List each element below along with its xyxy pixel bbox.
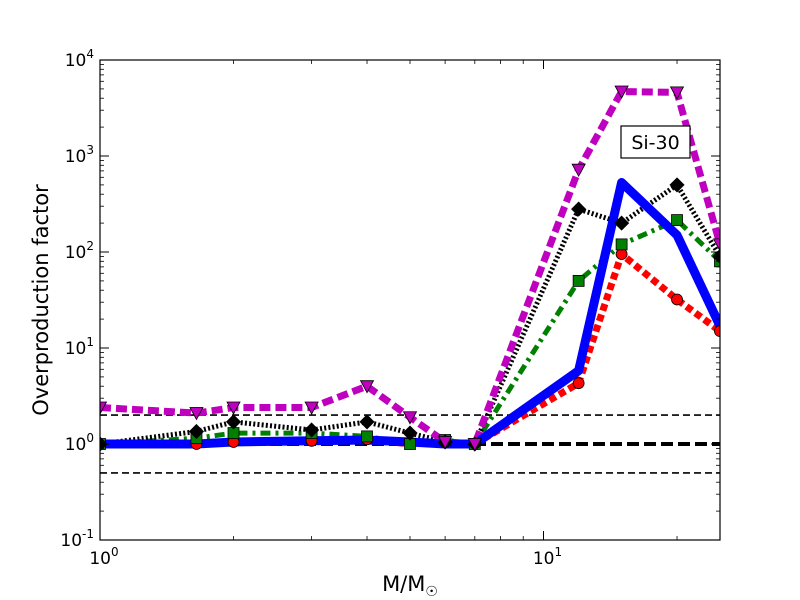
series-marker-square <box>671 214 683 226</box>
series-marker-diamond <box>304 422 320 438</box>
series-marker-square <box>615 238 628 251</box>
series-marker-triangle <box>189 407 204 421</box>
series-marker-triangle <box>304 401 319 415</box>
annotation-box: Si-30 <box>620 125 691 159</box>
y-tick-label: 102 <box>65 239 94 263</box>
series-marker-diamond <box>402 425 418 441</box>
series-marker-diamond <box>614 215 630 231</box>
series-line <box>100 182 720 447</box>
x-axis-label-text: M/M <box>382 572 425 596</box>
series-marker-square <box>572 274 585 287</box>
y-tick-label: 103 <box>65 143 94 167</box>
series-lines <box>100 88 720 449</box>
series-marker-triangle <box>571 163 586 178</box>
series-marker-triangle <box>614 85 629 99</box>
series-marker-triangle <box>467 438 482 452</box>
series-marker-triangle <box>100 401 108 415</box>
series-marker-circle <box>714 325 720 337</box>
series-marker-triangle <box>226 401 241 415</box>
series-marker-triangle <box>359 380 375 394</box>
plot-area-background <box>100 60 720 540</box>
series-marker-diamond <box>669 177 685 193</box>
y-tick-label: 101 <box>65 335 94 359</box>
annotation-label: Si-30 <box>631 132 679 154</box>
series-line <box>100 88 720 448</box>
series-marker-diamond <box>571 201 587 217</box>
series-marker-triangle <box>437 436 453 450</box>
series-marker-triangle <box>669 86 685 100</box>
y-axis-label: Overproduction factor <box>29 184 53 416</box>
y-tick-label: 100 <box>65 431 94 455</box>
series-marker-diamond <box>225 414 242 430</box>
x-axis-label-symbol: ☉ <box>425 584 438 600</box>
x-tick-label: 101 <box>533 545 562 569</box>
series-marker-triangle <box>402 411 418 425</box>
series-marker-diamond <box>359 414 375 430</box>
x-tick-label: 100 <box>89 545 118 569</box>
y-tick-label: 104 <box>65 47 94 71</box>
series-marker-circle <box>671 293 683 306</box>
series-marker-circle <box>572 377 585 390</box>
y-tick-label: 10-1 <box>60 527 94 551</box>
series-markers <box>100 85 720 452</box>
series-marker-diamond <box>188 423 205 440</box>
series-line <box>100 178 720 449</box>
series-marker-square <box>361 430 373 443</box>
series-marker-triangle <box>712 238 720 252</box>
axis-ticks <box>99 59 720 541</box>
x-axis-label: M/M☉ <box>382 572 438 600</box>
